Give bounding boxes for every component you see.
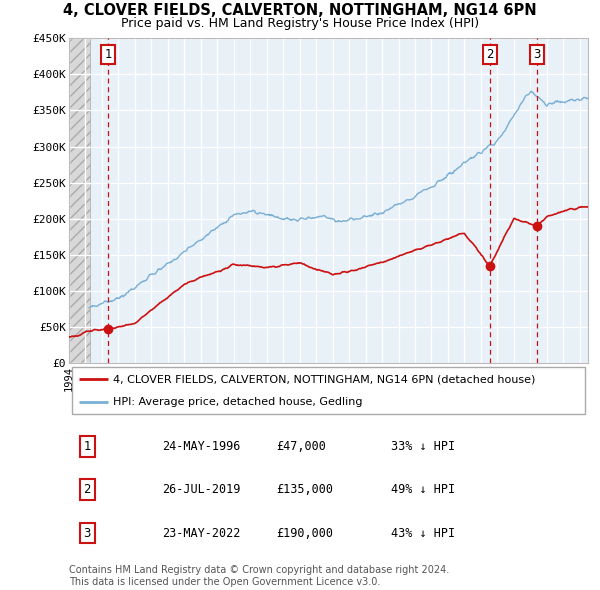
Text: 4, CLOVER FIELDS, CALVERTON, NOTTINGHAM, NG14 6PN: 4, CLOVER FIELDS, CALVERTON, NOTTINGHAM,… xyxy=(63,3,537,18)
Text: Contains HM Land Registry data © Crown copyright and database right 2024.
This d: Contains HM Land Registry data © Crown c… xyxy=(69,565,449,587)
Text: 2: 2 xyxy=(83,483,91,496)
Text: 4, CLOVER FIELDS, CALVERTON, NOTTINGHAM, NG14 6PN (detached house): 4, CLOVER FIELDS, CALVERTON, NOTTINGHAM,… xyxy=(113,374,535,384)
Text: HPI: Average price, detached house, Gedling: HPI: Average price, detached house, Gedl… xyxy=(113,398,362,408)
FancyBboxPatch shape xyxy=(71,368,586,414)
Text: 49% ↓ HPI: 49% ↓ HPI xyxy=(391,483,455,496)
Text: 3: 3 xyxy=(83,527,91,540)
Text: £47,000: £47,000 xyxy=(277,440,326,453)
Text: 1: 1 xyxy=(83,440,91,453)
Text: Price paid vs. HM Land Registry's House Price Index (HPI): Price paid vs. HM Land Registry's House … xyxy=(121,17,479,30)
Text: 2: 2 xyxy=(487,48,494,61)
Text: 3: 3 xyxy=(533,48,540,61)
Text: 23-MAY-2022: 23-MAY-2022 xyxy=(163,527,241,540)
Text: £135,000: £135,000 xyxy=(277,483,334,496)
Text: £190,000: £190,000 xyxy=(277,527,334,540)
Text: 33% ↓ HPI: 33% ↓ HPI xyxy=(391,440,455,453)
Text: 24-MAY-1996: 24-MAY-1996 xyxy=(163,440,241,453)
Text: 26-JUL-2019: 26-JUL-2019 xyxy=(163,483,241,496)
Text: 43% ↓ HPI: 43% ↓ HPI xyxy=(391,527,455,540)
Text: 1: 1 xyxy=(104,48,112,61)
